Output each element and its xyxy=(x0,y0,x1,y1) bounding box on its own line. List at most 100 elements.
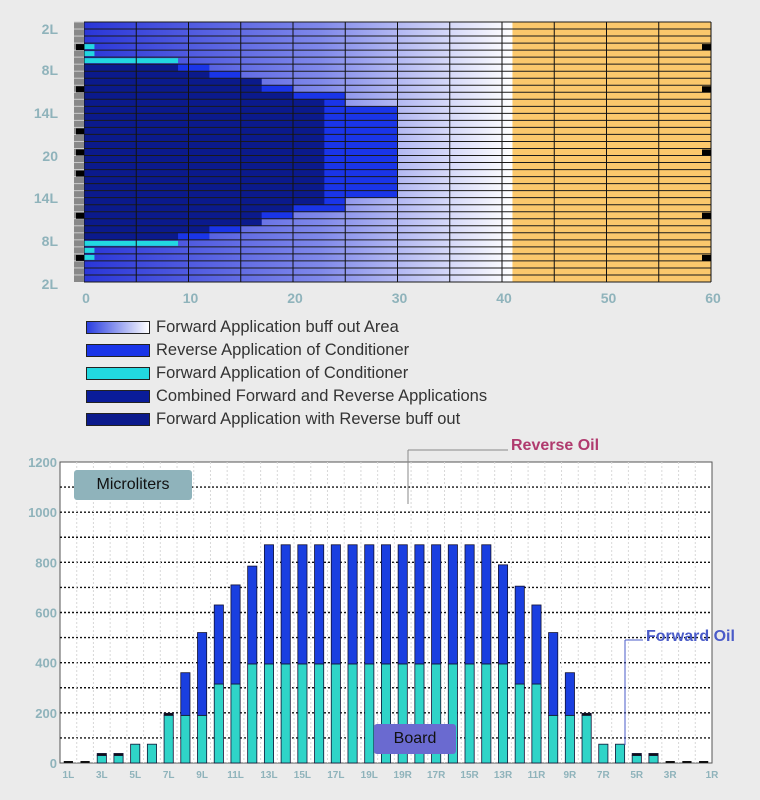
combined-application-segment xyxy=(84,113,325,121)
y-tick-label: 200 xyxy=(35,706,57,721)
bar-forward-oil xyxy=(247,663,258,764)
y-tick-label: 20 xyxy=(42,148,58,164)
combined-application-segment xyxy=(84,225,210,233)
combined-application-segment xyxy=(84,134,325,142)
bar-forward-oil xyxy=(130,743,141,764)
x-tick-label: 5L xyxy=(129,770,141,781)
x-tick-label: 10 xyxy=(183,290,199,306)
bar-forward-oil xyxy=(146,743,157,764)
bar-forward-oil xyxy=(96,755,107,764)
bar-forward-oil xyxy=(280,663,291,764)
forward-conditioner-segment xyxy=(84,51,95,57)
legend-item-buff-out: Forward Application buff out Area xyxy=(86,316,487,339)
y-tick-label: 14L xyxy=(34,105,59,121)
y-tick-label: 8L xyxy=(42,233,59,249)
bar-forward-oil xyxy=(648,755,659,764)
x-tick-label: 0 xyxy=(82,290,90,306)
combined-application-segment xyxy=(84,183,325,191)
bar-reverse-oil xyxy=(564,672,575,716)
lane-marker xyxy=(76,149,84,156)
bar-forward-oil xyxy=(481,663,492,764)
combined-application-segment xyxy=(84,78,262,86)
combined-application-segment xyxy=(84,162,325,170)
bar-forward-oil xyxy=(564,714,575,764)
buff-out-segment xyxy=(84,22,513,30)
bar-forward-oil xyxy=(180,714,191,764)
bar-reverse-oil xyxy=(548,632,559,716)
x-tick-label: 30 xyxy=(392,290,408,306)
bar-reverse-oil xyxy=(347,544,358,665)
legend-label: Forward Application buff out Area xyxy=(156,318,399,336)
lane-marker xyxy=(76,86,84,93)
legend-item-forward-conditioner: Forward Application of Conditioner xyxy=(86,362,487,385)
x-tick-label: 13L xyxy=(260,770,277,781)
bar-forward-oil xyxy=(364,663,375,764)
legend-swatch xyxy=(86,344,150,357)
x-tick-label: 19R xyxy=(394,770,413,781)
lane-marker xyxy=(76,170,84,177)
x-tick-label: 3R xyxy=(664,770,678,781)
buff-out-segment xyxy=(84,260,513,268)
combined-application-segment xyxy=(84,155,325,163)
bar-reverse-oil xyxy=(197,632,208,716)
combined-application-segment xyxy=(84,64,179,72)
bar-reverse-oil xyxy=(631,753,642,756)
buff-out-segment xyxy=(84,50,513,58)
buff-out-segment xyxy=(84,267,513,275)
buff-out-segment xyxy=(84,85,513,93)
legend-label: Reverse Application of Conditioner xyxy=(156,341,410,359)
y-tick-label: 0 xyxy=(50,756,57,771)
bar-forward-oil xyxy=(548,714,559,764)
bar-reverse-oil xyxy=(364,544,375,665)
reverse-oil-annotation: Reverse Oil xyxy=(511,437,600,454)
bar-reverse-oil xyxy=(314,544,325,665)
legend-item-reverse-conditioner: Reverse Application of Conditioner xyxy=(86,339,487,362)
y-tick-label: 1200 xyxy=(28,455,57,470)
x-tick-label: 15L xyxy=(294,770,311,781)
y-tick-label: 8L xyxy=(42,62,59,78)
x-tick-label: 1L xyxy=(63,770,75,781)
x-tick-label: 20 xyxy=(287,290,303,306)
bar-forward-oil xyxy=(631,755,642,764)
x-tick-label: 9R xyxy=(563,770,577,781)
legend-swatch xyxy=(86,321,150,334)
buff-out-segment xyxy=(84,64,513,72)
bar-forward-oil xyxy=(514,683,525,764)
bar-forward-oil xyxy=(230,683,241,764)
combined-application-segment xyxy=(84,99,325,107)
bar-forward-oil xyxy=(197,714,208,764)
x-tick-label: 13R xyxy=(494,770,513,781)
bar-forward-oil xyxy=(163,714,174,764)
y-tick-label: 14L xyxy=(34,190,59,206)
forward-oil-annotation: Forward Oil xyxy=(646,628,735,645)
bar-reverse-oil xyxy=(381,544,391,665)
x-tick-label: 11L xyxy=(227,770,244,781)
forward-conditioner-segment xyxy=(84,44,95,50)
bar-forward-oil xyxy=(314,663,325,764)
buff-out-segment xyxy=(84,225,513,233)
y-tick-label: 600 xyxy=(35,606,57,621)
buff-out-segment xyxy=(84,232,513,240)
buff-out-segment xyxy=(84,239,513,247)
bar-reverse-oil xyxy=(297,544,308,665)
bar-reverse-oil xyxy=(414,544,425,665)
bar-forward-oil xyxy=(330,663,341,764)
combined-application-segment xyxy=(84,176,325,184)
lane-marker xyxy=(76,254,84,261)
combined-application-segment xyxy=(84,120,325,128)
bar-reverse-oil xyxy=(464,544,475,665)
bar-reverse-oil xyxy=(180,672,191,716)
bar-forward-oil xyxy=(581,714,592,764)
combined-application-segment xyxy=(84,197,325,205)
bar-forward-oil xyxy=(263,663,274,764)
combined-application-segment xyxy=(84,169,325,177)
bar-forward-oil xyxy=(297,663,308,764)
buff-out-segment xyxy=(84,218,513,226)
x-tick-label: 7R xyxy=(597,770,611,781)
forward-conditioner-segment xyxy=(84,254,95,260)
forward-conditioner-segment xyxy=(84,58,179,64)
lane-marker xyxy=(702,212,711,219)
board-label: Board xyxy=(374,724,456,754)
bar-reverse-oil xyxy=(113,753,124,756)
combined-application-segment xyxy=(84,148,325,156)
